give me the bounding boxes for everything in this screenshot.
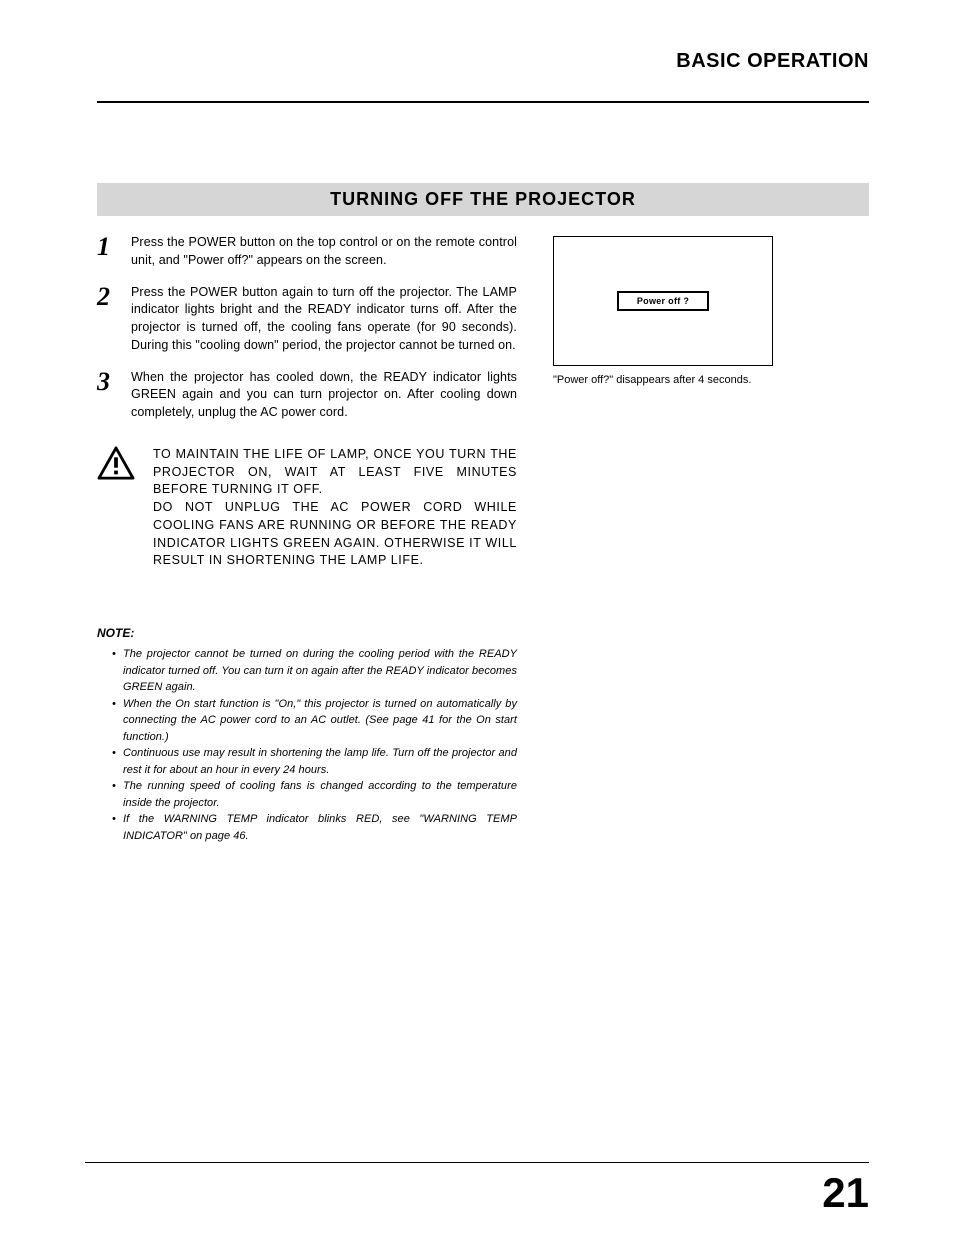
dialog-box: Power off ? [617, 291, 709, 311]
content-columns: 1 Press the POWER button on the top cont… [97, 234, 869, 844]
warning-triangle-icon [97, 446, 135, 570]
note-item: If the WARNING TEMP indicator blinks RED… [115, 811, 517, 844]
note-item: When the On start function is "On," this… [115, 696, 517, 746]
step-1: 1 Press the POWER button on the top cont… [97, 234, 517, 270]
warning-block: TO MAINTAIN THE LIFE OF LAMP, ONCE YOU T… [97, 446, 517, 570]
warning-line-1: TO MAINTAIN THE LIFE OF LAMP, ONCE YOU T… [153, 447, 517, 497]
screen-caption: "Power off?" disappears after 4 seconds. [553, 374, 863, 386]
step-2: 2 Press the POWER button again to turn o… [97, 284, 517, 355]
step-text: Press the POWER button again to turn off… [131, 284, 517, 355]
note-item: Continuous use may result in shortening … [115, 745, 517, 778]
screen-illustration: Power off ? [553, 236, 773, 366]
note-item: The running speed of cooling fans is cha… [115, 778, 517, 811]
header-rule [97, 101, 869, 103]
step-number: 3 [97, 369, 117, 422]
header-title: BASIC OPERATION [97, 50, 869, 73]
right-column: Power off ? "Power off?" disappears afte… [553, 234, 863, 386]
warning-text: TO MAINTAIN THE LIFE OF LAMP, ONCE YOU T… [153, 446, 517, 570]
section-title-bar: TURNING OFF THE PROJECTOR [97, 183, 869, 216]
warning-line-2: DO NOT UNPLUG THE AC POWER CORD WHILE CO… [153, 500, 517, 567]
step-text: Press the POWER button on the top contro… [131, 234, 517, 270]
left-column: 1 Press the POWER button on the top cont… [97, 234, 517, 844]
page-number: 21 [822, 1169, 869, 1217]
step-text: When the projector has cooled down, the … [131, 369, 517, 422]
note-item: The projector cannot be turned on during… [115, 646, 517, 696]
footer-rule [85, 1162, 869, 1163]
step-number: 2 [97, 284, 117, 355]
note-title: NOTE: [97, 626, 517, 640]
manual-page: BASIC OPERATION TURNING OFF THE PROJECTO… [0, 0, 954, 1235]
step-3: 3 When the projector has cooled down, th… [97, 369, 517, 422]
note-list: The projector cannot be turned on during… [97, 646, 517, 844]
step-number: 1 [97, 234, 117, 270]
